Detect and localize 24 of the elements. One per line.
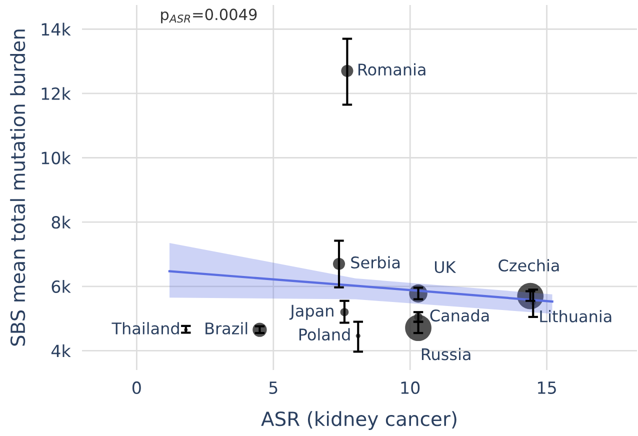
annotation: Japan <box>289 304 334 320</box>
y-axis-title: SBS mean total mutation burden <box>10 30 26 346</box>
y-tick-label: 8k <box>52 216 71 229</box>
annotation: Canada <box>430 309 489 322</box>
y-tick-label: 6k <box>52 280 71 293</box>
x-tick-label: 0 <box>132 381 141 394</box>
annotation: Czechia <box>498 259 559 272</box>
annotation: p$_{ASR}$=0.0049 <box>161 8 257 24</box>
annotation: Thailand <box>112 322 179 334</box>
y-tick-label: 4k <box>51 344 71 358</box>
x-axis-title: ASR (kidney cancer) <box>261 411 456 430</box>
y-tick-label: 14k <box>42 22 71 36</box>
annotation: Brazil <box>206 322 248 334</box>
x-tick-label: 15 <box>538 382 556 394</box>
annotation: Lithuania <box>540 310 612 322</box>
y-tick-label: 12k <box>42 87 71 100</box>
annotation: Romania <box>358 63 426 76</box>
annotation: Poland <box>299 328 350 341</box>
y-tick-label: 10k <box>42 151 71 164</box>
annotation: UK <box>434 261 456 274</box>
x-tick-label: 5 <box>269 382 278 394</box>
x-tick-label: 10 <box>401 381 420 394</box>
annotation: Serbia <box>351 256 400 269</box>
annotation: Russia <box>422 348 470 360</box>
